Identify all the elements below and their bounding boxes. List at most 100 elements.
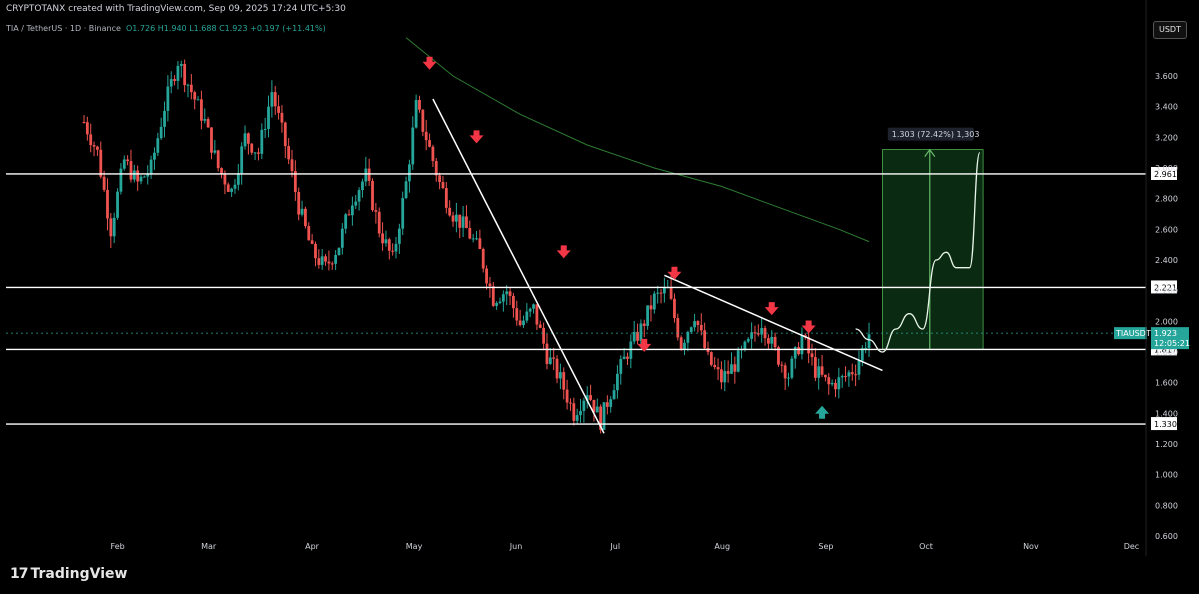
candle-body — [552, 357, 556, 359]
candle-body — [485, 268, 488, 284]
candle-body — [679, 337, 683, 350]
candle-body — [652, 293, 656, 310]
candle-body — [220, 168, 223, 174]
candle-body — [498, 301, 502, 303]
candle-body — [344, 214, 348, 229]
candle-body — [408, 164, 411, 182]
tradingview-logo-icon: 17 — [10, 566, 29, 582]
candle-body — [582, 400, 586, 411]
candle-body — [210, 127, 213, 153]
candle-body — [136, 170, 140, 182]
candle-body — [176, 65, 180, 81]
candle-body — [555, 358, 559, 379]
x-tick-label: Oct — [919, 542, 933, 551]
candle-body — [146, 173, 150, 177]
candle-body — [361, 181, 364, 191]
candle-body — [451, 215, 455, 222]
candle-body — [371, 180, 374, 211]
candle-body — [471, 238, 475, 240]
candle-body — [280, 112, 284, 123]
candle-body — [562, 372, 566, 390]
x-tick-label: Apr — [305, 542, 320, 551]
measure-label-box — [887, 127, 974, 141]
candle-body — [236, 173, 240, 185]
candle-body — [354, 201, 358, 206]
tradingview-logo[interactable]: 17 TradingView — [10, 566, 127, 582]
candle-body — [213, 150, 217, 153]
candle-body — [736, 350, 740, 372]
candle-body — [92, 145, 96, 147]
sell-arrow-icon — [422, 56, 437, 70]
candle-body — [458, 214, 462, 228]
candle-body — [233, 184, 237, 189]
candle-body — [169, 79, 173, 87]
candle-body — [109, 218, 113, 237]
candle-body — [277, 106, 280, 113]
candle-body — [240, 146, 244, 174]
candle-body — [646, 305, 650, 326]
candle-body — [283, 122, 287, 147]
candle-body — [616, 373, 619, 391]
measure-arrow-head — [924, 148, 936, 157]
candle-body — [287, 146, 291, 160]
candle-body — [518, 320, 522, 326]
candle-body — [867, 334, 871, 349]
candle-body — [273, 92, 277, 107]
candle-body — [310, 240, 314, 244]
candle-body — [216, 150, 220, 169]
candle-body — [364, 168, 368, 182]
candle-body — [434, 161, 438, 176]
y-tick-label: 3.200 — [1155, 133, 1178, 142]
candle-body — [508, 291, 512, 296]
last-price-tag — [1151, 327, 1189, 350]
candle-body — [864, 348, 868, 350]
candle-body — [428, 140, 431, 147]
candle-body — [320, 256, 324, 265]
candle-body — [532, 304, 535, 309]
candle-body — [139, 176, 143, 182]
target-zone-box — [882, 149, 984, 350]
y-tick-label: 3.400 — [1155, 103, 1178, 112]
candle-body — [810, 353, 814, 358]
level-label: 2.961 — [1154, 170, 1177, 179]
candle-body — [662, 287, 666, 294]
candle-body — [783, 365, 787, 379]
candle-body — [200, 99, 203, 121]
candle-body — [572, 403, 576, 421]
sell-arrow-icon — [556, 245, 571, 259]
candle-body — [857, 360, 861, 375]
candle-body — [257, 152, 260, 154]
candle-body — [166, 86, 170, 111]
y-tick-label: 1.200 — [1155, 440, 1178, 449]
x-tick-label: Nov — [1023, 542, 1039, 551]
candle-body — [491, 286, 495, 306]
candle-body — [676, 318, 680, 338]
currency-button[interactable]: USDT — [1153, 21, 1187, 39]
x-tick-label: Dec — [1124, 542, 1139, 551]
candle-body — [206, 119, 210, 128]
trendline — [664, 274, 883, 372]
measure-label: 1.303 (72.42%) 1,303 — [892, 130, 980, 139]
candle-body — [569, 402, 572, 404]
candle-body — [683, 342, 686, 350]
candle-body — [545, 343, 549, 364]
candle-body — [186, 84, 190, 86]
candle-body — [230, 188, 234, 192]
candle-body — [99, 149, 103, 177]
brand-label: TradingView — [30, 566, 128, 582]
candle-body — [763, 328, 767, 339]
symbol-legend[interactable]: TIA / TetherUS · 1D · Binance O1.726 H1.… — [6, 24, 326, 33]
chart-credit: CRYPTOTANX created with TradingView.com,… — [6, 4, 346, 14]
candle-body — [659, 292, 663, 294]
y-tick-label: 0.600 — [1155, 532, 1178, 541]
candle-body — [746, 338, 750, 342]
y-tick-label: 3.000 — [1155, 164, 1178, 173]
candle-body — [834, 382, 837, 390]
candle-body — [622, 356, 626, 360]
price-chart[interactable]: 1.303 (72.42%) 1,303 2.961 2.221 1.817 1.33… — [0, 0, 1199, 556]
candle-body — [421, 109, 425, 132]
candle-body — [787, 377, 790, 379]
candle-body — [488, 283, 492, 287]
candle-body — [142, 176, 146, 178]
candle-body — [441, 182, 445, 189]
